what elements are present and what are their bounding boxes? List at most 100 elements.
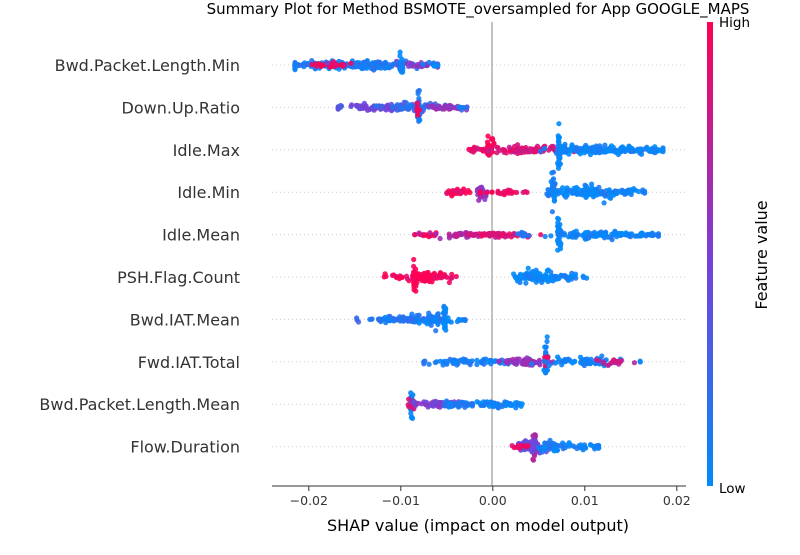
shap-point: [537, 148, 544, 154]
shap-point: [561, 149, 568, 155]
shap-point: [532, 274, 539, 280]
shap-point: [421, 361, 427, 367]
shap-point: [562, 143, 568, 149]
shap-point: [659, 147, 665, 153]
shap-point: [474, 361, 480, 368]
shap-point: [607, 147, 613, 153]
shap-point: [444, 358, 450, 364]
shap-point: [639, 230, 646, 236]
shap-point: [452, 359, 458, 365]
shap-point: [436, 316, 442, 322]
shap-point: [426, 361, 432, 367]
shap-point: [408, 404, 414, 410]
shap-point: [567, 441, 573, 447]
shap-point: [327, 64, 333, 70]
shap-point: [545, 187, 551, 193]
shap-point: [444, 190, 450, 196]
shap-point: [523, 280, 529, 286]
shap-point: [577, 354, 584, 360]
shap-point: [524, 189, 530, 195]
shap-point: [537, 275, 544, 281]
shap-point: [568, 146, 574, 152]
shap-point: [556, 216, 562, 222]
shap-point: [454, 231, 460, 237]
feature-label: Bwd.Packet.Length.Min: [55, 56, 240, 75]
shap-point: [520, 189, 526, 195]
shap-point: [579, 358, 585, 365]
shap-point: [442, 273, 448, 279]
chart-title: Summary Plot for Method BSMOTE_oversampl…: [207, 0, 750, 19]
shap-point: [402, 104, 408, 111]
shap-point: [413, 288, 419, 294]
shap-point: [534, 359, 541, 366]
shap-point: [481, 358, 487, 364]
shap-point: [456, 316, 462, 322]
shap-point: [608, 195, 614, 201]
feature-label: Fwd.IAT.Total: [138, 353, 240, 372]
shap-point: [539, 279, 545, 285]
shap-point: [555, 165, 562, 171]
shap-point: [619, 230, 625, 236]
shap-point: [292, 66, 298, 72]
shap-point: [499, 402, 505, 408]
shap-point: [496, 147, 503, 153]
shap-point: [360, 105, 366, 111]
shap-point: [429, 403, 435, 409]
shap-point: [560, 442, 566, 448]
shap-point: [406, 396, 412, 402]
shap-point: [600, 189, 606, 195]
shap-point: [423, 232, 429, 238]
shap-point: [548, 190, 554, 196]
shap-point: [635, 188, 642, 195]
shap-point: [348, 60, 354, 66]
shap-point: [544, 334, 550, 340]
shap-point: [468, 401, 474, 407]
shap-point: [414, 280, 420, 286]
shap-point: [485, 359, 491, 365]
shap-point: [550, 169, 557, 175]
shap-point: [470, 149, 476, 155]
shap-point: [434, 311, 441, 318]
shap-point: [513, 444, 519, 450]
shap-point: [575, 147, 581, 153]
shap-point: [435, 321, 441, 327]
feature-label: PSH.Flag.Count: [117, 268, 240, 287]
shap-point: [601, 200, 607, 206]
shap-point: [374, 103, 380, 109]
shap-point: [439, 106, 445, 112]
x-tick-label: 0.02: [663, 493, 691, 508]
feature-label: Flow.Duration: [130, 438, 240, 457]
shap-point: [542, 233, 548, 240]
shap-point: [566, 234, 572, 240]
shap-point: [485, 133, 491, 139]
shap-point: [441, 325, 447, 331]
colorbar-title: Feature value: [752, 200, 771, 309]
shap-point: [506, 144, 512, 150]
shap-point: [394, 60, 400, 66]
shap-point: [449, 193, 455, 199]
shap-point: [608, 191, 614, 197]
shap-point: [292, 61, 298, 67]
shap-point: [432, 359, 438, 366]
shap-point: [420, 61, 426, 67]
shap-point: [542, 145, 548, 151]
shap-point: [424, 321, 430, 327]
shap-point: [559, 359, 566, 365]
shap-point: [414, 100, 420, 106]
shap-point: [397, 64, 403, 70]
shap-point: [408, 410, 414, 417]
shap-point: [467, 362, 473, 368]
shap-point: [409, 273, 416, 279]
shap-point: [426, 59, 432, 65]
shap-point: [456, 104, 462, 110]
shap-point: [318, 63, 324, 70]
x-tick-label: 0.00: [479, 493, 507, 508]
shap-point: [415, 400, 421, 406]
shap-point: [480, 148, 486, 154]
shap-point: [575, 190, 581, 196]
shap-point: [463, 190, 469, 196]
shap-point: [377, 59, 383, 65]
shap-point: [567, 273, 574, 280]
shap-point: [411, 256, 417, 263]
shap-point: [437, 358, 443, 364]
